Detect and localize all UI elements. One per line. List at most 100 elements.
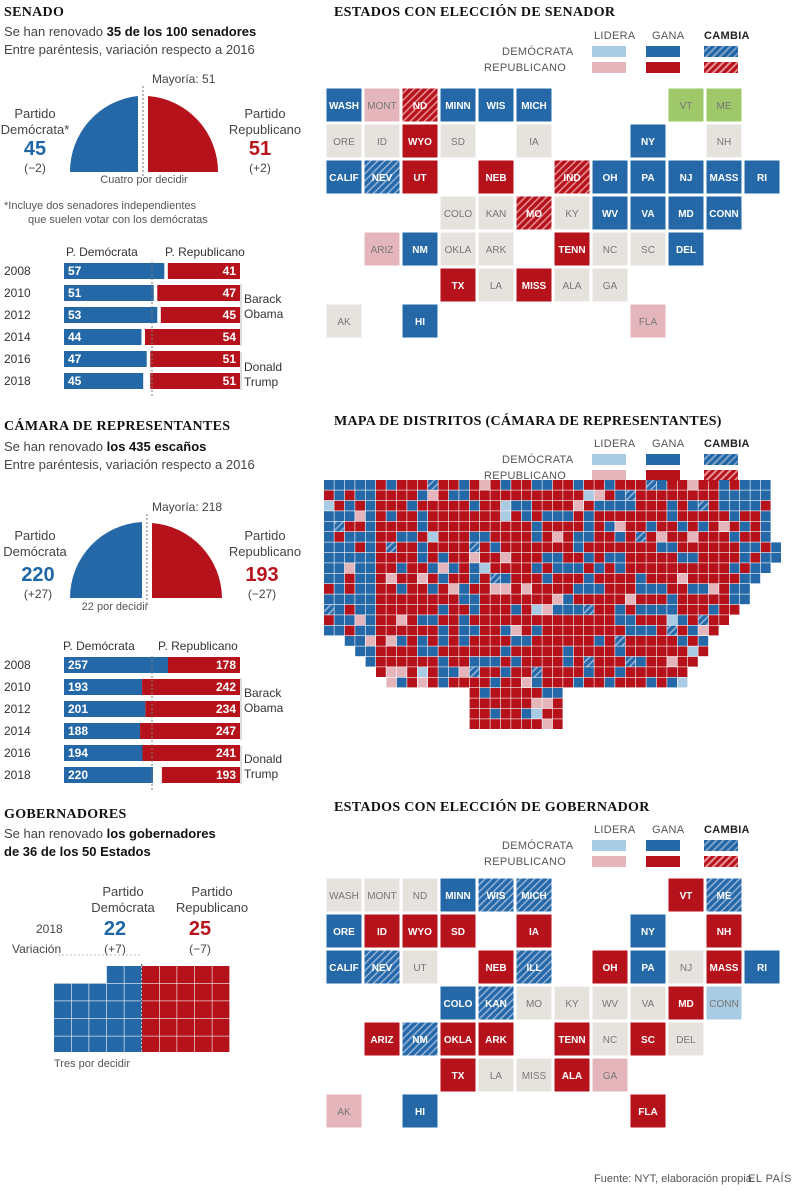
senado-hemicycle [69,86,219,178]
house-district [355,532,365,542]
camara-rep-label: Partido Republicano [228,528,302,559]
house-district [677,604,688,615]
map-state-colo [439,985,477,1021]
map-label-ore: ORE [333,927,355,938]
house-district [740,521,750,532]
map-label-minn: MINN [445,101,471,112]
map-label-tenn: TENN [558,1035,585,1046]
house-district [365,594,376,605]
map-state-va [629,195,667,231]
house-district [677,511,688,521]
house-district [552,719,563,729]
map-state-ak [325,303,363,339]
map-state-calif [325,159,363,195]
house-district [636,552,646,563]
footer-source: Fuente: NYT, elaboración propia. [594,1173,755,1185]
house-district [604,542,615,553]
house-district [542,573,553,584]
house-district [532,542,542,553]
house-district [625,573,636,584]
house-district [438,646,449,657]
map-label-va: VA [642,999,655,1010]
gob-rep-cell [212,1001,230,1019]
house-district [500,698,511,709]
map-label-me: ME [717,101,732,112]
house-district [428,636,438,646]
gob-rep-cell [212,1036,230,1052]
house-district [729,500,740,511]
house-district [719,573,729,584]
map-label-miss: MISS [522,281,547,292]
house-district [625,636,636,646]
house-district [511,573,521,584]
gob-rep-label: Partido Republicano [175,884,249,915]
house-district [500,615,511,625]
house-district [386,677,397,688]
camara-subtitle-1: Se han renovado los 435 escaños [4,439,207,454]
house-district [480,677,490,688]
house-district [480,480,490,490]
map-state-mass [705,159,743,195]
house-district [511,500,521,511]
senado-subtitle-1: Se han renovado 35 de los 100 senadores [4,24,257,39]
house-district [521,594,532,605]
gob-rep-cell [159,966,177,983]
house-district [355,646,365,657]
house-district [500,490,511,501]
senado-dem-bar [64,351,147,367]
swatch-dem-win [646,840,680,851]
house-district [688,552,698,563]
house-district [448,542,459,553]
map-label-nh: NH [717,927,731,938]
map-state-kan [477,985,515,1021]
senado-dem-bar [64,263,165,279]
house-district [428,677,438,688]
house-district [708,542,719,553]
map-state-ala [553,1057,591,1093]
map-label-nh: NH [717,137,731,148]
house-district [563,636,573,646]
house-district [386,480,397,490]
senate-map-title: ESTADOS CON ELECCIÓN DE SENADOR [334,5,616,20]
house-district [396,511,407,521]
house-district [760,500,771,511]
house-district [438,667,449,677]
house-district [469,532,480,542]
map-state-ri [743,949,781,985]
house-district [563,584,573,594]
house-district [552,532,563,542]
camara-year-label: 2008 [4,658,31,672]
house-district [396,636,407,646]
house-district [386,656,397,667]
house-district [750,480,761,490]
house-district [324,521,334,532]
house-district [521,708,532,719]
house-district [708,625,719,636]
house-district [344,511,355,521]
senado-rep-value: 51 [223,374,237,388]
map-label-sc: SC [641,1035,655,1046]
gob-dem-cell [124,1036,142,1052]
map-state-minn [439,87,477,123]
house-district [677,532,688,542]
house-district [376,656,386,667]
house-district [480,563,490,573]
house-district [656,511,667,521]
map-state-conn [705,985,743,1021]
house-district [708,594,719,605]
house-district [448,604,459,615]
map-label-tx: TX [452,281,465,292]
house-district [324,532,334,542]
house-district [667,573,677,584]
senado-year-label: 2012 [4,308,31,322]
house-district [324,604,334,615]
house-district [604,511,615,521]
map-state-calif [325,949,363,985]
house-district [656,542,667,553]
map-state-nev [363,159,401,195]
house-district [563,604,573,615]
house-district [448,646,459,657]
map-state-oh [591,159,629,195]
map-state-nev [363,949,401,985]
house-district [469,480,480,490]
